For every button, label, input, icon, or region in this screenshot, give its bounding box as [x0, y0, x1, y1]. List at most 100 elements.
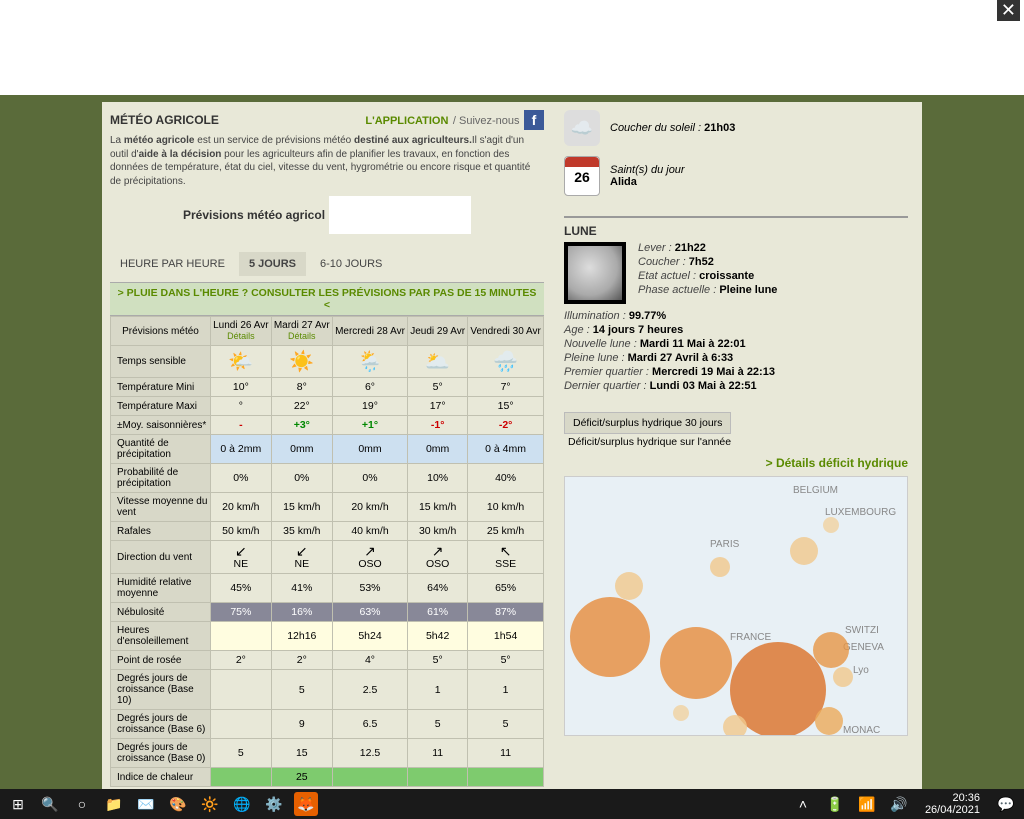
forecast-cell: - — [211, 416, 272, 435]
site-title: MÉTÉO AGRICOLE — [110, 113, 219, 127]
taskbar-clock[interactable]: 20:36 26/04/2021 — [919, 792, 986, 816]
forecast-cell: 5h24 — [332, 622, 407, 651]
tab-5-days[interactable]: 5 JOURS — [239, 252, 306, 276]
forecast-cell: ↗OSO — [332, 541, 407, 574]
firefox-icon[interactable]: 🦊 — [294, 792, 318, 816]
map-circle — [723, 715, 747, 736]
map-circle — [833, 667, 853, 687]
row-label: Humidité relative moyenne — [111, 574, 211, 603]
facebook-icon[interactable]: f — [524, 110, 544, 130]
app-icon-2[interactable]: ⚙️ — [262, 792, 286, 816]
windows-taskbar: ⊞ 🔍 ○ 📁 ✉️ 🎨 🔆 🌐 ⚙️ 🦊 ˄ 🔋 📶 🔊 20:36 26/0… — [0, 789, 1024, 819]
forecast-cell: 25 — [271, 768, 332, 787]
forecast-cell: 0 à 4mm — [468, 435, 544, 464]
map-circle — [673, 705, 689, 721]
forecast-cell: 5 — [211, 739, 272, 768]
moon-title: LUNE — [564, 216, 908, 242]
sound-icon[interactable]: 🔊 — [887, 792, 911, 816]
row-label: Heures d'ensoleillement — [111, 622, 211, 651]
notifications-icon[interactable]: 💬 — [994, 792, 1018, 816]
calendar-icon: 26 — [564, 156, 600, 196]
forecast-cell: 0mm — [332, 435, 407, 464]
forecast-cell: 🌥️ — [408, 346, 468, 378]
wifi-icon[interactable]: 📶 — [855, 792, 879, 816]
forecast-cell: 20 km/h — [332, 493, 407, 522]
forecast-cell: 5° — [468, 651, 544, 670]
forecast-cell: 12.5 — [332, 739, 407, 768]
forecast-cell: 1h54 — [468, 622, 544, 651]
row-label: Degrés jours de croissance (Base 0) — [111, 739, 211, 768]
forecast-cell — [211, 622, 272, 651]
explorer-icon[interactable]: 📁 — [102, 792, 126, 816]
forecast-cell: 87% — [468, 603, 544, 622]
forecast-cell: 4° — [332, 651, 407, 670]
forecast-cell — [408, 768, 468, 787]
day-header[interactable]: Jeudi 29 Avr — [408, 317, 468, 346]
map-label-lyon: Lyo — [853, 665, 869, 676]
day-header[interactable]: Vendredi 30 Avr — [468, 317, 544, 346]
map-label-france: FRANCE — [730, 632, 771, 643]
tab-hourly[interactable]: HEURE PAR HEURE — [110, 252, 235, 276]
rain-banner-link[interactable]: > PLUIE DANS L'HEURE ? CONSULTER LES PRÉ… — [110, 282, 544, 316]
forecast-cell: 2° — [211, 651, 272, 670]
forecast-cell: 1 — [408, 670, 468, 710]
forecast-cell: 5 — [468, 710, 544, 739]
hydro-tabs: Déficit/surplus hydrique 30 jours — [564, 412, 908, 434]
tab-6-10-days[interactable]: 6-10 JOURS — [310, 252, 392, 276]
forecast-cell: 17° — [408, 397, 468, 416]
deficit-map[interactable]: PARIS FRANCE BELGIUM LUXEMBOURG SWITZI G… — [564, 476, 908, 736]
map-label-geneva: GENEVA — [843, 642, 884, 653]
edge-icon[interactable]: 🌐 — [230, 792, 254, 816]
moon-block: Lever : 21h22 Coucher : 7h52 Etat actuel… — [564, 242, 908, 304]
forecast-cell: -2° — [468, 416, 544, 435]
hydro-details-link[interactable]: > Détails déficit hydrique — [564, 456, 908, 470]
forecast-cell: 10 km/h — [468, 493, 544, 522]
row-label: Rafales — [111, 522, 211, 541]
forecast-cell: 22° — [271, 397, 332, 416]
row-label: Vitesse moyenne du vent — [111, 493, 211, 522]
map-label-lux: LUXEMBOURG — [825, 507, 896, 518]
follow-label: / Suivez-nous — [453, 115, 520, 127]
blank-box — [329, 196, 471, 234]
hydro-tab-year[interactable]: Déficit/surplus hydrique sur l'année — [564, 434, 908, 450]
forecast-cell: 🌧️ — [468, 346, 544, 378]
close-banner-icon[interactable]: ✕ — [997, 0, 1020, 21]
forecast-cell: ↙NE — [211, 541, 272, 574]
app-icon-1[interactable]: 🔆 — [198, 792, 222, 816]
tray-up-icon[interactable]: ˄ — [791, 792, 815, 816]
sunset-icon: ☁️ — [564, 110, 600, 146]
forecast-tabs: HEURE PAR HEURE 5 JOURS 6-10 JOURS — [110, 248, 544, 280]
forecast-cell: 63% — [332, 603, 407, 622]
row-label: Point de rosée — [111, 651, 211, 670]
forecast-cell: 5 — [408, 710, 468, 739]
forecast-cell: ° — [211, 397, 272, 416]
forecast-cell: 15 km/h — [271, 493, 332, 522]
search-icon[interactable]: 🔍 — [38, 792, 62, 816]
forecast-cell: ↗OSO — [408, 541, 468, 574]
forecast-cell: 11 — [408, 739, 468, 768]
map-label-monaco: MONAC — [843, 725, 880, 736]
map-circle — [660, 627, 732, 699]
mail-icon[interactable]: ✉️ — [134, 792, 158, 816]
day-header[interactable]: Lundi 26 AvrDétails — [211, 317, 272, 346]
hydro-tab-30[interactable]: Déficit/surplus hydrique 30 jours — [564, 412, 731, 434]
forecast-cell: 5° — [408, 378, 468, 397]
forecast-cell: 8° — [271, 378, 332, 397]
start-button[interactable]: ⊞ — [6, 792, 30, 816]
map-circle — [790, 537, 818, 565]
forecast-cell: 2° — [271, 651, 332, 670]
forecast-cell: 50 km/h — [211, 522, 272, 541]
map-label-switz: SWITZI — [845, 625, 879, 636]
forecast-cell: 0mm — [408, 435, 468, 464]
forecast-cell: 0mm — [271, 435, 332, 464]
cortana-icon[interactable]: ○ — [70, 792, 94, 816]
day-header[interactable]: Mercredi 28 Avr — [332, 317, 407, 346]
app-link[interactable]: L'APPLICATION — [365, 115, 448, 127]
photos-icon[interactable]: 🎨 — [166, 792, 190, 816]
forecast-cell: 35 km/h — [271, 522, 332, 541]
forecast-cell: +3° — [271, 416, 332, 435]
forecast-cell: 15 — [271, 739, 332, 768]
battery-icon[interactable]: 🔋 — [823, 792, 847, 816]
day-header[interactable]: Mardi 27 AvrDétails — [271, 317, 332, 346]
map-label-paris: PARIS — [710, 539, 739, 550]
